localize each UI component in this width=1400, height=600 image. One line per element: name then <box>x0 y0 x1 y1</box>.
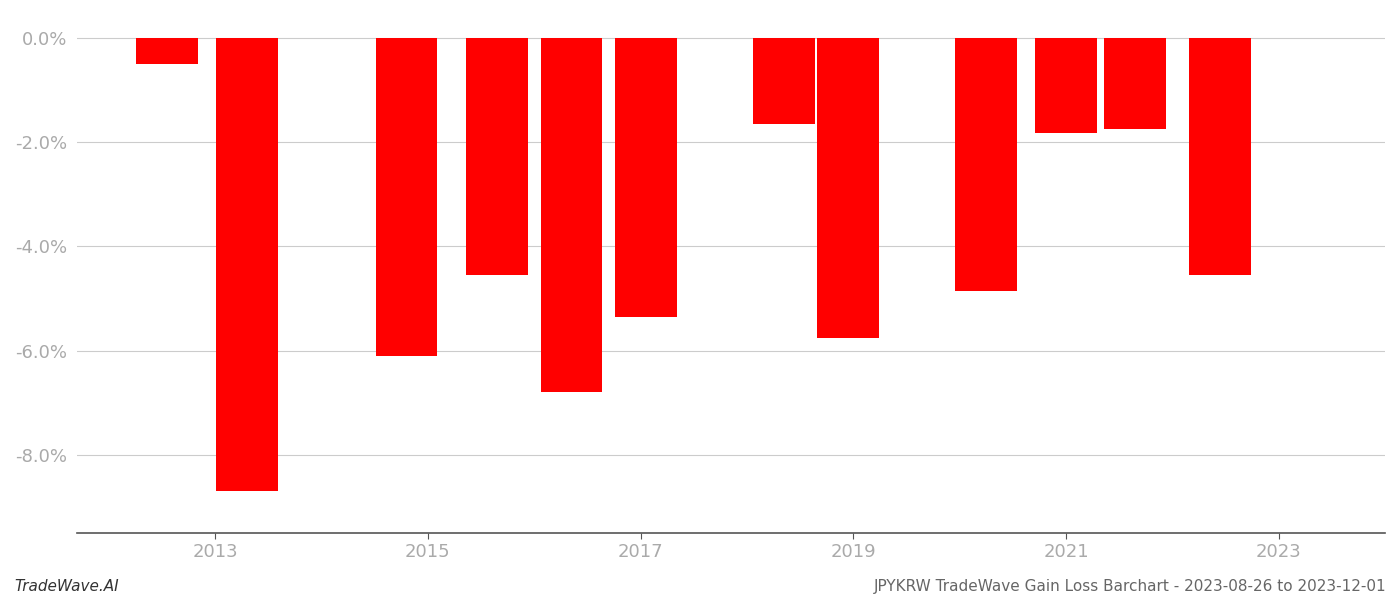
Bar <box>1105 38 1166 130</box>
Bar <box>818 38 879 338</box>
Bar <box>540 38 602 392</box>
Bar <box>955 38 1016 290</box>
Bar <box>615 38 676 317</box>
Bar <box>375 38 437 356</box>
Bar <box>1035 38 1096 133</box>
Text: JPYKRW TradeWave Gain Loss Barchart - 2023-08-26 to 2023-12-01: JPYKRW TradeWave Gain Loss Barchart - 20… <box>874 579 1386 594</box>
Bar <box>1190 38 1252 275</box>
Bar <box>216 38 277 491</box>
Text: TradeWave.AI: TradeWave.AI <box>14 579 119 594</box>
Bar <box>136 38 197 64</box>
Bar <box>753 38 815 124</box>
Bar <box>466 38 528 275</box>
